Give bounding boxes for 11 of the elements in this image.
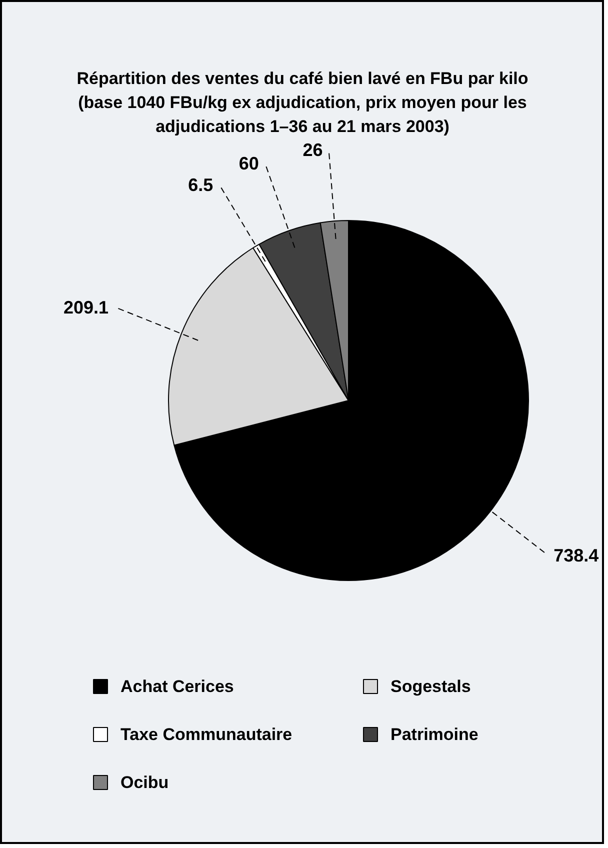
- legend-label: Sogestals: [390, 677, 471, 696]
- data-label: 60: [238, 153, 259, 174]
- legend-label: Achat Cerices: [120, 677, 234, 696]
- legend-label: Taxe Communautaire: [120, 725, 292, 744]
- data-label: 6.5: [188, 174, 214, 195]
- legend-label: Patrimoine: [390, 725, 478, 744]
- data-label: 26: [302, 140, 323, 160]
- data-label: 209.1: [63, 297, 109, 318]
- chart-title: Répartition des ventes du café bien lavé en FBu par kilo (base 1040 FBu/kg ex adjudication, prix moyen pour les adjudications 1–36 au 21 mars 2003): [76, 69, 528, 136]
- data-label: 738.4: [554, 545, 599, 566]
- legend-label: Ocibu: [120, 773, 169, 792]
